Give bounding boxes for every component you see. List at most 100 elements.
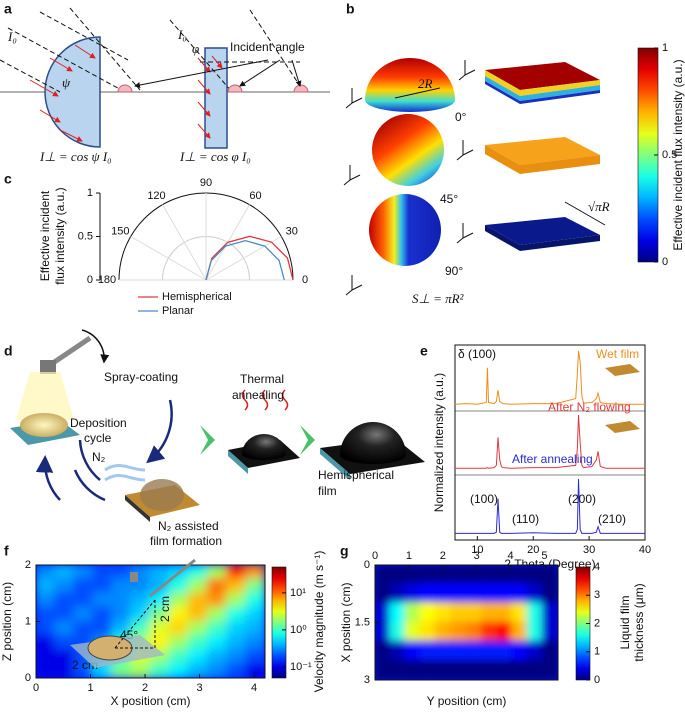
cell bbox=[465, 640, 483, 662]
cell bbox=[375, 565, 392, 586]
cell bbox=[465, 583, 483, 605]
step-label: N₂ assisted bbox=[158, 519, 219, 533]
cell bbox=[54, 620, 76, 637]
cell bbox=[225, 648, 247, 665]
cell bbox=[54, 606, 76, 623]
angle-tick-label: 60 bbox=[249, 190, 261, 202]
colorbar-title: Velocity magnitude (m s⁻¹) bbox=[312, 551, 326, 693]
legend-label: Planar bbox=[162, 305, 194, 317]
cell bbox=[435, 621, 453, 643]
y-tick-label: 2 bbox=[25, 559, 31, 571]
cell bbox=[244, 620, 265, 637]
cell bbox=[111, 565, 133, 581]
series-line bbox=[455, 478, 645, 534]
annotation: φ bbox=[192, 41, 199, 56]
step-label: annealing bbox=[232, 388, 284, 402]
colorbar-tick-label: 0 bbox=[594, 674, 600, 686]
cell bbox=[187, 662, 209, 678]
cell bbox=[526, 621, 544, 643]
cell bbox=[375, 602, 392, 624]
cell bbox=[168, 634, 190, 651]
cell bbox=[435, 565, 453, 586]
colorbar-title: thickness (μm) bbox=[632, 583, 646, 661]
cell bbox=[375, 640, 392, 662]
panel-label: c bbox=[4, 171, 12, 187]
cell bbox=[187, 648, 209, 665]
step-label: Thermal bbox=[240, 372, 284, 386]
cell bbox=[244, 578, 265, 595]
cell bbox=[419, 565, 437, 586]
cell bbox=[404, 583, 422, 605]
cell bbox=[526, 640, 544, 662]
cell bbox=[92, 565, 114, 581]
cell bbox=[450, 659, 468, 680]
cell bbox=[404, 621, 422, 643]
grid-line bbox=[162, 204, 207, 281]
cell bbox=[435, 659, 453, 680]
cell bbox=[187, 592, 209, 609]
x-tick-label: 3 bbox=[197, 682, 203, 694]
series-line bbox=[205, 235, 294, 281]
x-tick-label: 3 bbox=[474, 550, 480, 562]
cell bbox=[419, 583, 437, 605]
cell bbox=[541, 640, 558, 662]
step-label: Deposition bbox=[70, 416, 127, 430]
cell bbox=[389, 621, 407, 643]
cell bbox=[435, 602, 453, 624]
cell bbox=[225, 620, 247, 637]
cell bbox=[419, 640, 437, 662]
panel-a-drawing bbox=[0, 7, 330, 149]
cell bbox=[435, 640, 453, 662]
step-label: Spray-coating bbox=[104, 370, 178, 384]
cell bbox=[465, 602, 483, 624]
cell bbox=[450, 640, 468, 662]
cell bbox=[541, 565, 558, 586]
colorbar-title: Liquid film bbox=[618, 595, 632, 649]
cell bbox=[511, 565, 529, 586]
cell bbox=[225, 565, 247, 581]
cell bbox=[511, 640, 529, 662]
cell bbox=[149, 565, 171, 581]
annotation: 2 cm bbox=[158, 596, 172, 622]
y-tick-label: 1 bbox=[25, 615, 31, 627]
plot-frame bbox=[454, 344, 646, 541]
equation: I⊥ = cos φ I₀ bbox=[179, 149, 251, 164]
y-tick-label: 1 bbox=[87, 187, 93, 199]
series-label: After N₂ flowing bbox=[548, 400, 631, 414]
cell bbox=[130, 606, 152, 623]
colorbar-tick-label: 0 bbox=[662, 256, 668, 268]
y-axis-label: X position (cm) bbox=[339, 582, 353, 662]
cell bbox=[389, 583, 407, 605]
colorbar-tick-label: 1 bbox=[662, 42, 668, 54]
cell bbox=[187, 620, 209, 637]
y-axis-label: flux intensity (a.u.) bbox=[53, 187, 67, 284]
y-tick-label: 3 bbox=[364, 674, 370, 686]
cell bbox=[541, 583, 558, 605]
x-tick-label: 1 bbox=[87, 682, 93, 694]
cell bbox=[73, 592, 95, 609]
cell bbox=[187, 634, 209, 651]
cell bbox=[526, 659, 544, 680]
annotation: I₀ bbox=[7, 29, 17, 44]
angle-tick-label: 90 bbox=[200, 177, 212, 189]
cell bbox=[450, 583, 468, 605]
cell bbox=[450, 602, 468, 624]
x-tick-label: 30 bbox=[583, 544, 595, 556]
cell bbox=[130, 578, 152, 595]
x-tick-label: 40 bbox=[639, 544, 651, 556]
cell bbox=[206, 662, 228, 678]
cell bbox=[541, 659, 558, 680]
colorbar-tick-label: 3 bbox=[594, 589, 600, 601]
x-tick-label: 4 bbox=[251, 682, 257, 694]
cell bbox=[168, 662, 190, 678]
x-tick-label: 5 bbox=[541, 550, 547, 562]
x-tick-label: 10 bbox=[471, 544, 483, 556]
cell bbox=[526, 565, 544, 586]
cell bbox=[244, 606, 265, 623]
cell bbox=[496, 565, 514, 586]
cell bbox=[404, 640, 422, 662]
cell bbox=[480, 640, 498, 662]
step-label: N₂ bbox=[92, 450, 106, 464]
cell bbox=[36, 606, 57, 623]
cell bbox=[111, 620, 133, 637]
